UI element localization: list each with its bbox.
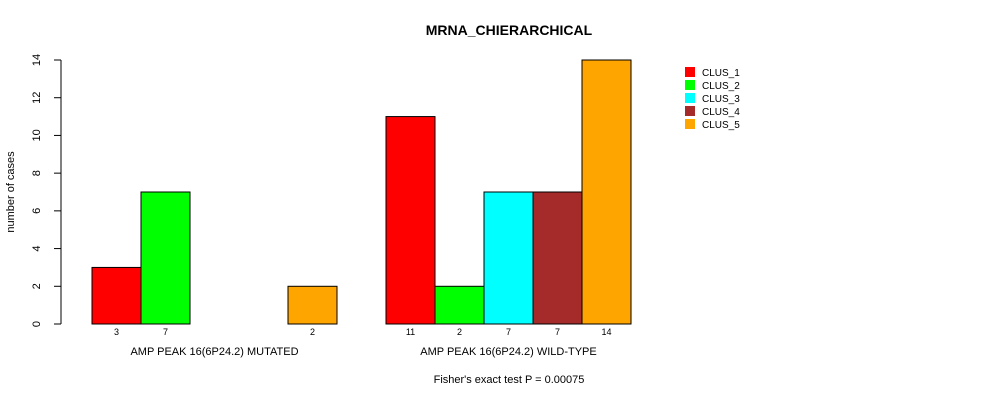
legend-swatch <box>685 67 695 77</box>
group-labels: AMP PEAK 16(6P24.2) MUTATED AMP PEAK 16(6… <box>130 346 596 358</box>
legend-swatch <box>685 80 695 90</box>
y-axis-label: number of cases <box>5 151 17 233</box>
legend-label: CLUS_5 <box>702 120 740 131</box>
bar-value-label: 14 <box>601 327 611 337</box>
y-tick-label: 2 <box>31 283 43 289</box>
legend-label: CLUS_3 <box>702 94 740 105</box>
bar-clus-1-group-1 <box>91 266 142 325</box>
bar-value-label: 2 <box>457 327 462 337</box>
bar-value-label: 7 <box>555 327 560 337</box>
y-axis: 0 2 4 6 8 10 12 14 <box>31 54 62 327</box>
y-tick-label: 12 <box>31 92 43 104</box>
bar-value-label: 7 <box>506 327 511 337</box>
bars <box>91 59 632 325</box>
y-tick-label: 10 <box>31 129 43 141</box>
bar-value-label: 7 <box>163 327 168 337</box>
bar-clus-2-group-1 <box>140 191 191 325</box>
bar-value-labels: 3 7 2 11 2 7 7 14 <box>114 327 612 337</box>
bar-value-label: 3 <box>114 327 119 337</box>
chart-title: MRNA_CHIERARCHICAL <box>426 22 593 38</box>
bar-clus-1-group-2 <box>385 116 436 325</box>
legend-swatch <box>685 106 695 116</box>
legend-swatch <box>685 93 695 103</box>
y-tick-label: 4 <box>31 246 43 252</box>
y-tick-label: 0 <box>31 321 43 327</box>
group-label: AMP PEAK 16(6P24.2) MUTATED <box>130 346 298 358</box>
legend-label: CLUS_1 <box>702 68 740 79</box>
group-label: AMP PEAK 16(6P24.2) WILD-TYPE <box>420 346 596 358</box>
y-tick-label: 6 <box>31 208 43 214</box>
legend-label: CLUS_2 <box>702 81 740 92</box>
footnote: Fisher's exact test P = 0.00075 <box>434 374 585 386</box>
bar-clus-4-group-2 <box>532 191 583 325</box>
bar-clus-5-group-1 <box>287 285 338 325</box>
y-tick-label: 8 <box>31 170 43 176</box>
legend-swatch <box>685 119 695 129</box>
bar-clus-5-group-2 <box>581 59 632 325</box>
bar-value-label: 2 <box>310 327 315 337</box>
legend: CLUS_1 CLUS_2 CLUS_3 CLUS_4 CLUS_5 <box>685 67 740 131</box>
y-tick-label: 14 <box>31 54 43 66</box>
bar-clus-2-group-2 <box>434 285 485 325</box>
bar-clus-3-group-2 <box>483 191 534 325</box>
bar-value-label: 11 <box>406 327 415 337</box>
legend-label: CLUS_4 <box>702 107 740 118</box>
